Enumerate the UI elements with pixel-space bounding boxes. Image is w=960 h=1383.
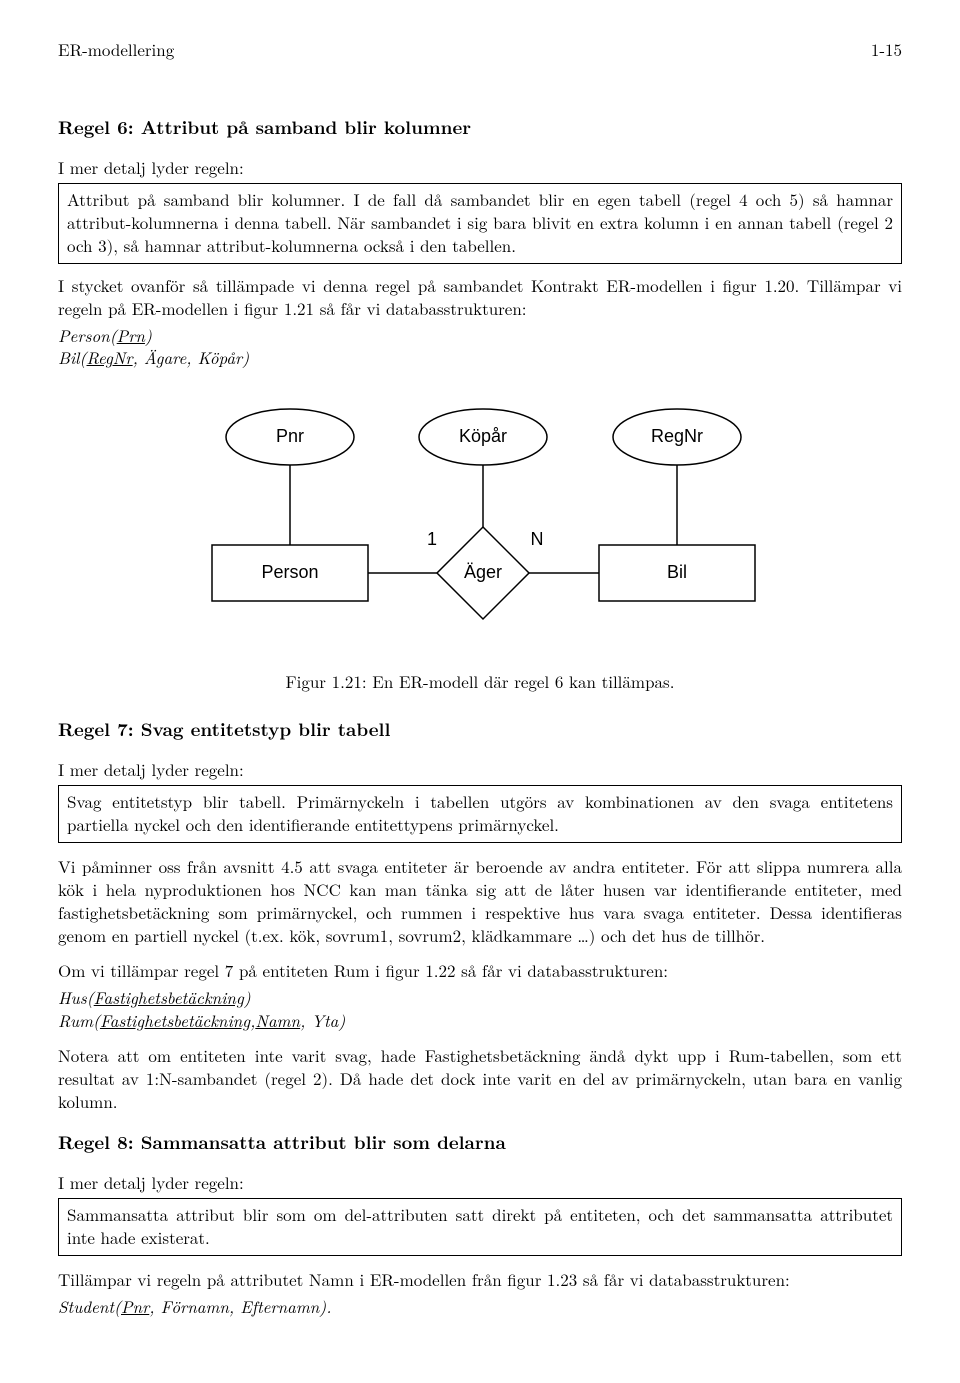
rule8-schema-student: Student(Pnr, Förnamn, Efternamn). [58, 1295, 902, 1318]
rule7-para2: Om vi tillämpar regel 7 på entiteten Rum… [58, 959, 902, 982]
svg-text:RegNr: RegNr [651, 426, 703, 446]
er-diagram-figure: Pnr Köpår RegNr Person Bil Äger 1 N [58, 397, 902, 642]
rule6-schema-bil: Bil(RegNr, Ägare, Köpår) [58, 346, 902, 369]
svg-text:Köpår: Köpår [459, 426, 507, 446]
running-header: ER-modellering 1-15 [58, 38, 902, 61]
rule6-box: Attribut på samband blir kolumner. I de … [58, 183, 902, 264]
rule8-title: Regel 8: Sammansatta attribut blir som d… [58, 1130, 902, 1155]
rule6-intro: I mer detalj lyder regeln: [58, 156, 902, 179]
rule6-schema-person: Person(Prn) [58, 324, 902, 347]
rule8-box: Sammansatta attribut blir som om del-att… [58, 1198, 902, 1256]
svg-text:Bil: Bil [667, 562, 687, 582]
rule7-box: Svag entitetstyp blir tabell. Primärnyck… [58, 785, 902, 843]
svg-text:Äger: Äger [464, 562, 502, 582]
rule6-title: Regel 6: Attribut på samband blir kolumn… [58, 115, 902, 140]
rule7-para1: Vi påminner oss från avsnitt 4.5 att sva… [58, 855, 902, 947]
svg-text:Pnr: Pnr [276, 426, 304, 446]
rule8-para1: Tillämpar vi regeln på attributet Namn i… [58, 1268, 902, 1291]
rule7-title: Regel 7: Svag entitetstyp blir tabell [58, 717, 902, 742]
rule7-schema-hus: Hus(Fastighetsbetäckning) [58, 986, 902, 1009]
rule8-intro: I mer detalj lyder regeln: [58, 1171, 902, 1194]
rule7-para3: Notera att om entiteten inte varit svag,… [58, 1044, 902, 1113]
header-right: 1-15 [871, 38, 902, 61]
rule7-schema-rum: Rum(Fastighetsbetäckning,Namn, Yta) [58, 1009, 902, 1032]
page: ER-modellering 1-15 Regel 6: Attribut på… [0, 0, 960, 1366]
header-left: ER-modellering [58, 38, 174, 61]
rule7-intro: I mer detalj lyder regeln: [58, 758, 902, 781]
svg-text:1: 1 [427, 529, 437, 549]
svg-text:Person: Person [261, 562, 318, 582]
er-diagram-svg: Pnr Köpår RegNr Person Bil Äger 1 N [160, 397, 800, 637]
figure-caption: Figur 1.21: En ER-modell där regel 6 kan… [58, 670, 902, 693]
rule6-para1: I stycket ovanför så tillämpade vi denna… [58, 274, 902, 320]
svg-text:N: N [531, 529, 544, 549]
